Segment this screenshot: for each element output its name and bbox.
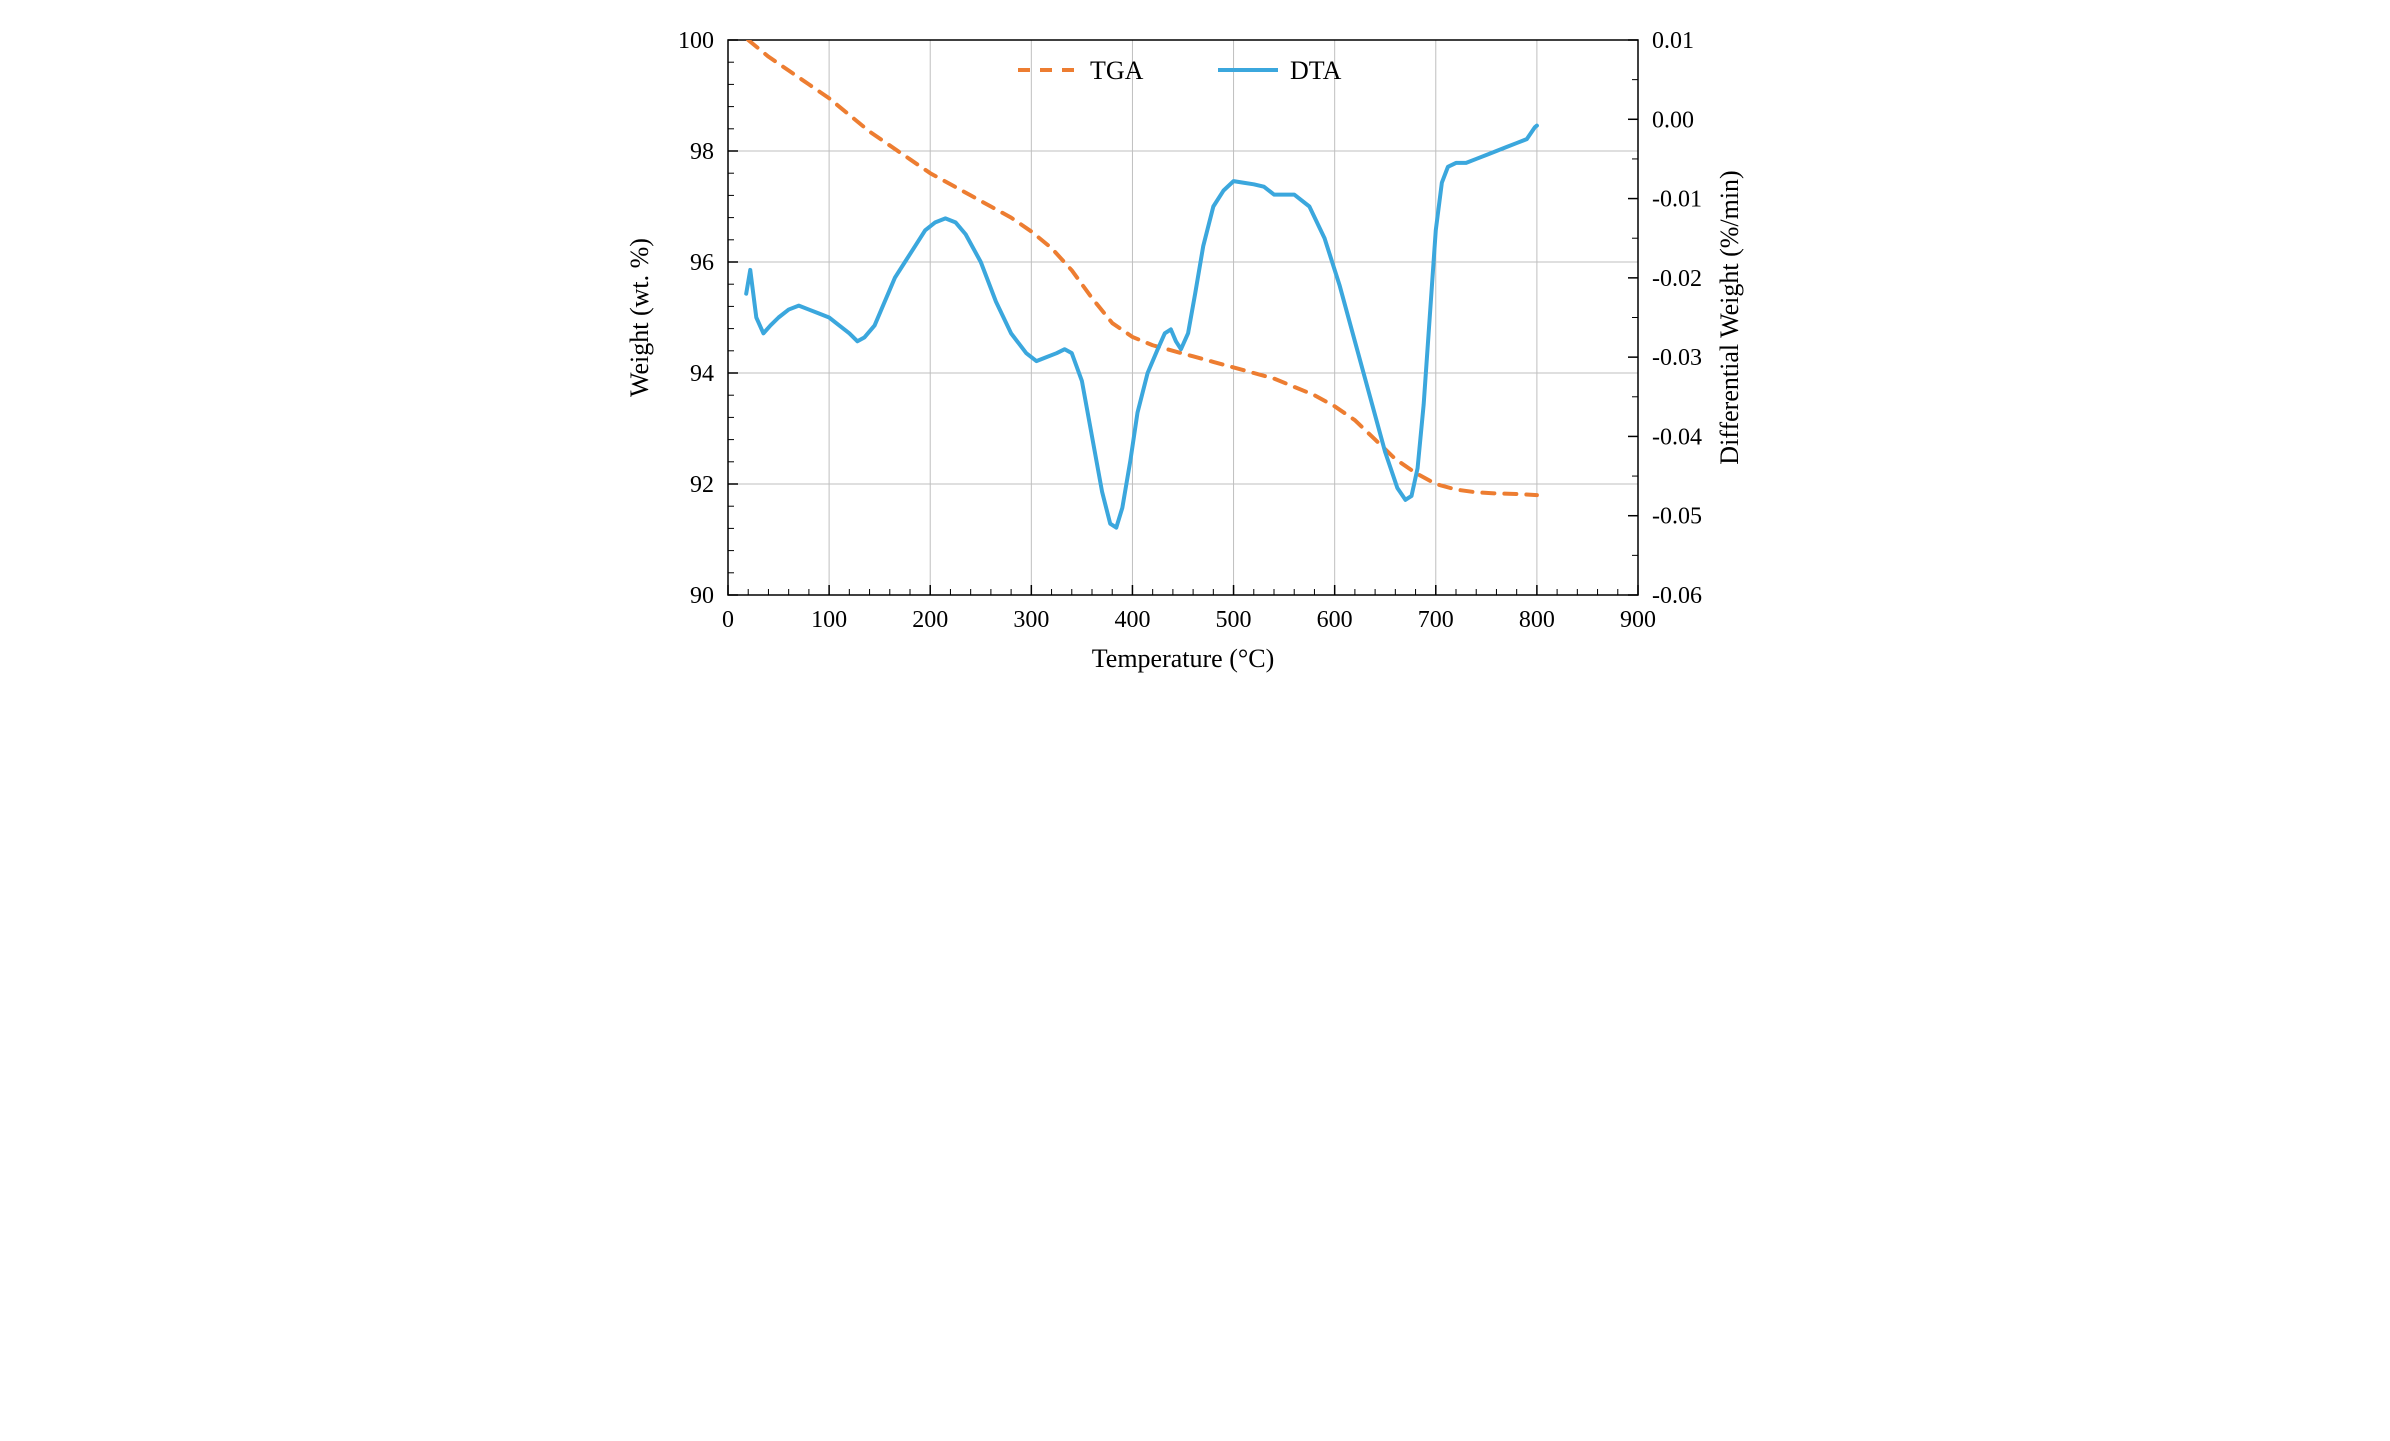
- svg-text:100: 100: [811, 607, 847, 633]
- svg-text:200: 200: [912, 607, 948, 633]
- svg-text:0.01: 0.01: [1652, 28, 1694, 54]
- svg-text:700: 700: [1417, 607, 1453, 633]
- svg-text:-0.06: -0.06: [1652, 583, 1702, 609]
- svg-text:0: 0: [722, 607, 734, 633]
- svg-text:90: 90: [690, 583, 714, 609]
- svg-text:Differential Weight (%/min): Differential Weight (%/min): [1715, 170, 1744, 464]
- svg-text:900: 900: [1620, 607, 1656, 633]
- tga-dta-chart: 0 100 200 300 400 500 600 700 800 900 90 92 94 96 98 10…: [598, 20, 1793, 740]
- svg-text:92: 92: [690, 472, 714, 498]
- svg-text:98: 98: [690, 139, 714, 165]
- chart-svg: 0 100 200 300 400 500 600 700 800 900 90 92 94 96 98 10…: [598, 20, 1793, 740]
- svg-text:600: 600: [1316, 607, 1352, 633]
- svg-text:-0.04: -0.04: [1652, 424, 1702, 450]
- svg-text:TGA: TGA: [1090, 56, 1144, 85]
- svg-text:800: 800: [1518, 607, 1554, 633]
- svg-text:-0.02: -0.02: [1652, 266, 1702, 292]
- svg-text:-0.05: -0.05: [1652, 504, 1702, 530]
- svg-text:400: 400: [1114, 607, 1150, 633]
- svg-text:Weight (wt. %): Weight (wt. %): [625, 238, 654, 397]
- svg-text:DTA: DTA: [1290, 56, 1342, 85]
- svg-text:96: 96: [690, 250, 714, 276]
- svg-text:100: 100: [678, 28, 714, 54]
- svg-text:-0.01: -0.01: [1652, 187, 1702, 213]
- svg-text:Temperature (°C): Temperature (°C): [1091, 644, 1274, 673]
- svg-text:-0.03: -0.03: [1652, 345, 1702, 371]
- svg-text:300: 300: [1013, 607, 1049, 633]
- svg-text:500: 500: [1215, 607, 1251, 633]
- svg-text:0.00: 0.00: [1652, 107, 1694, 133]
- svg-text:94: 94: [690, 361, 714, 387]
